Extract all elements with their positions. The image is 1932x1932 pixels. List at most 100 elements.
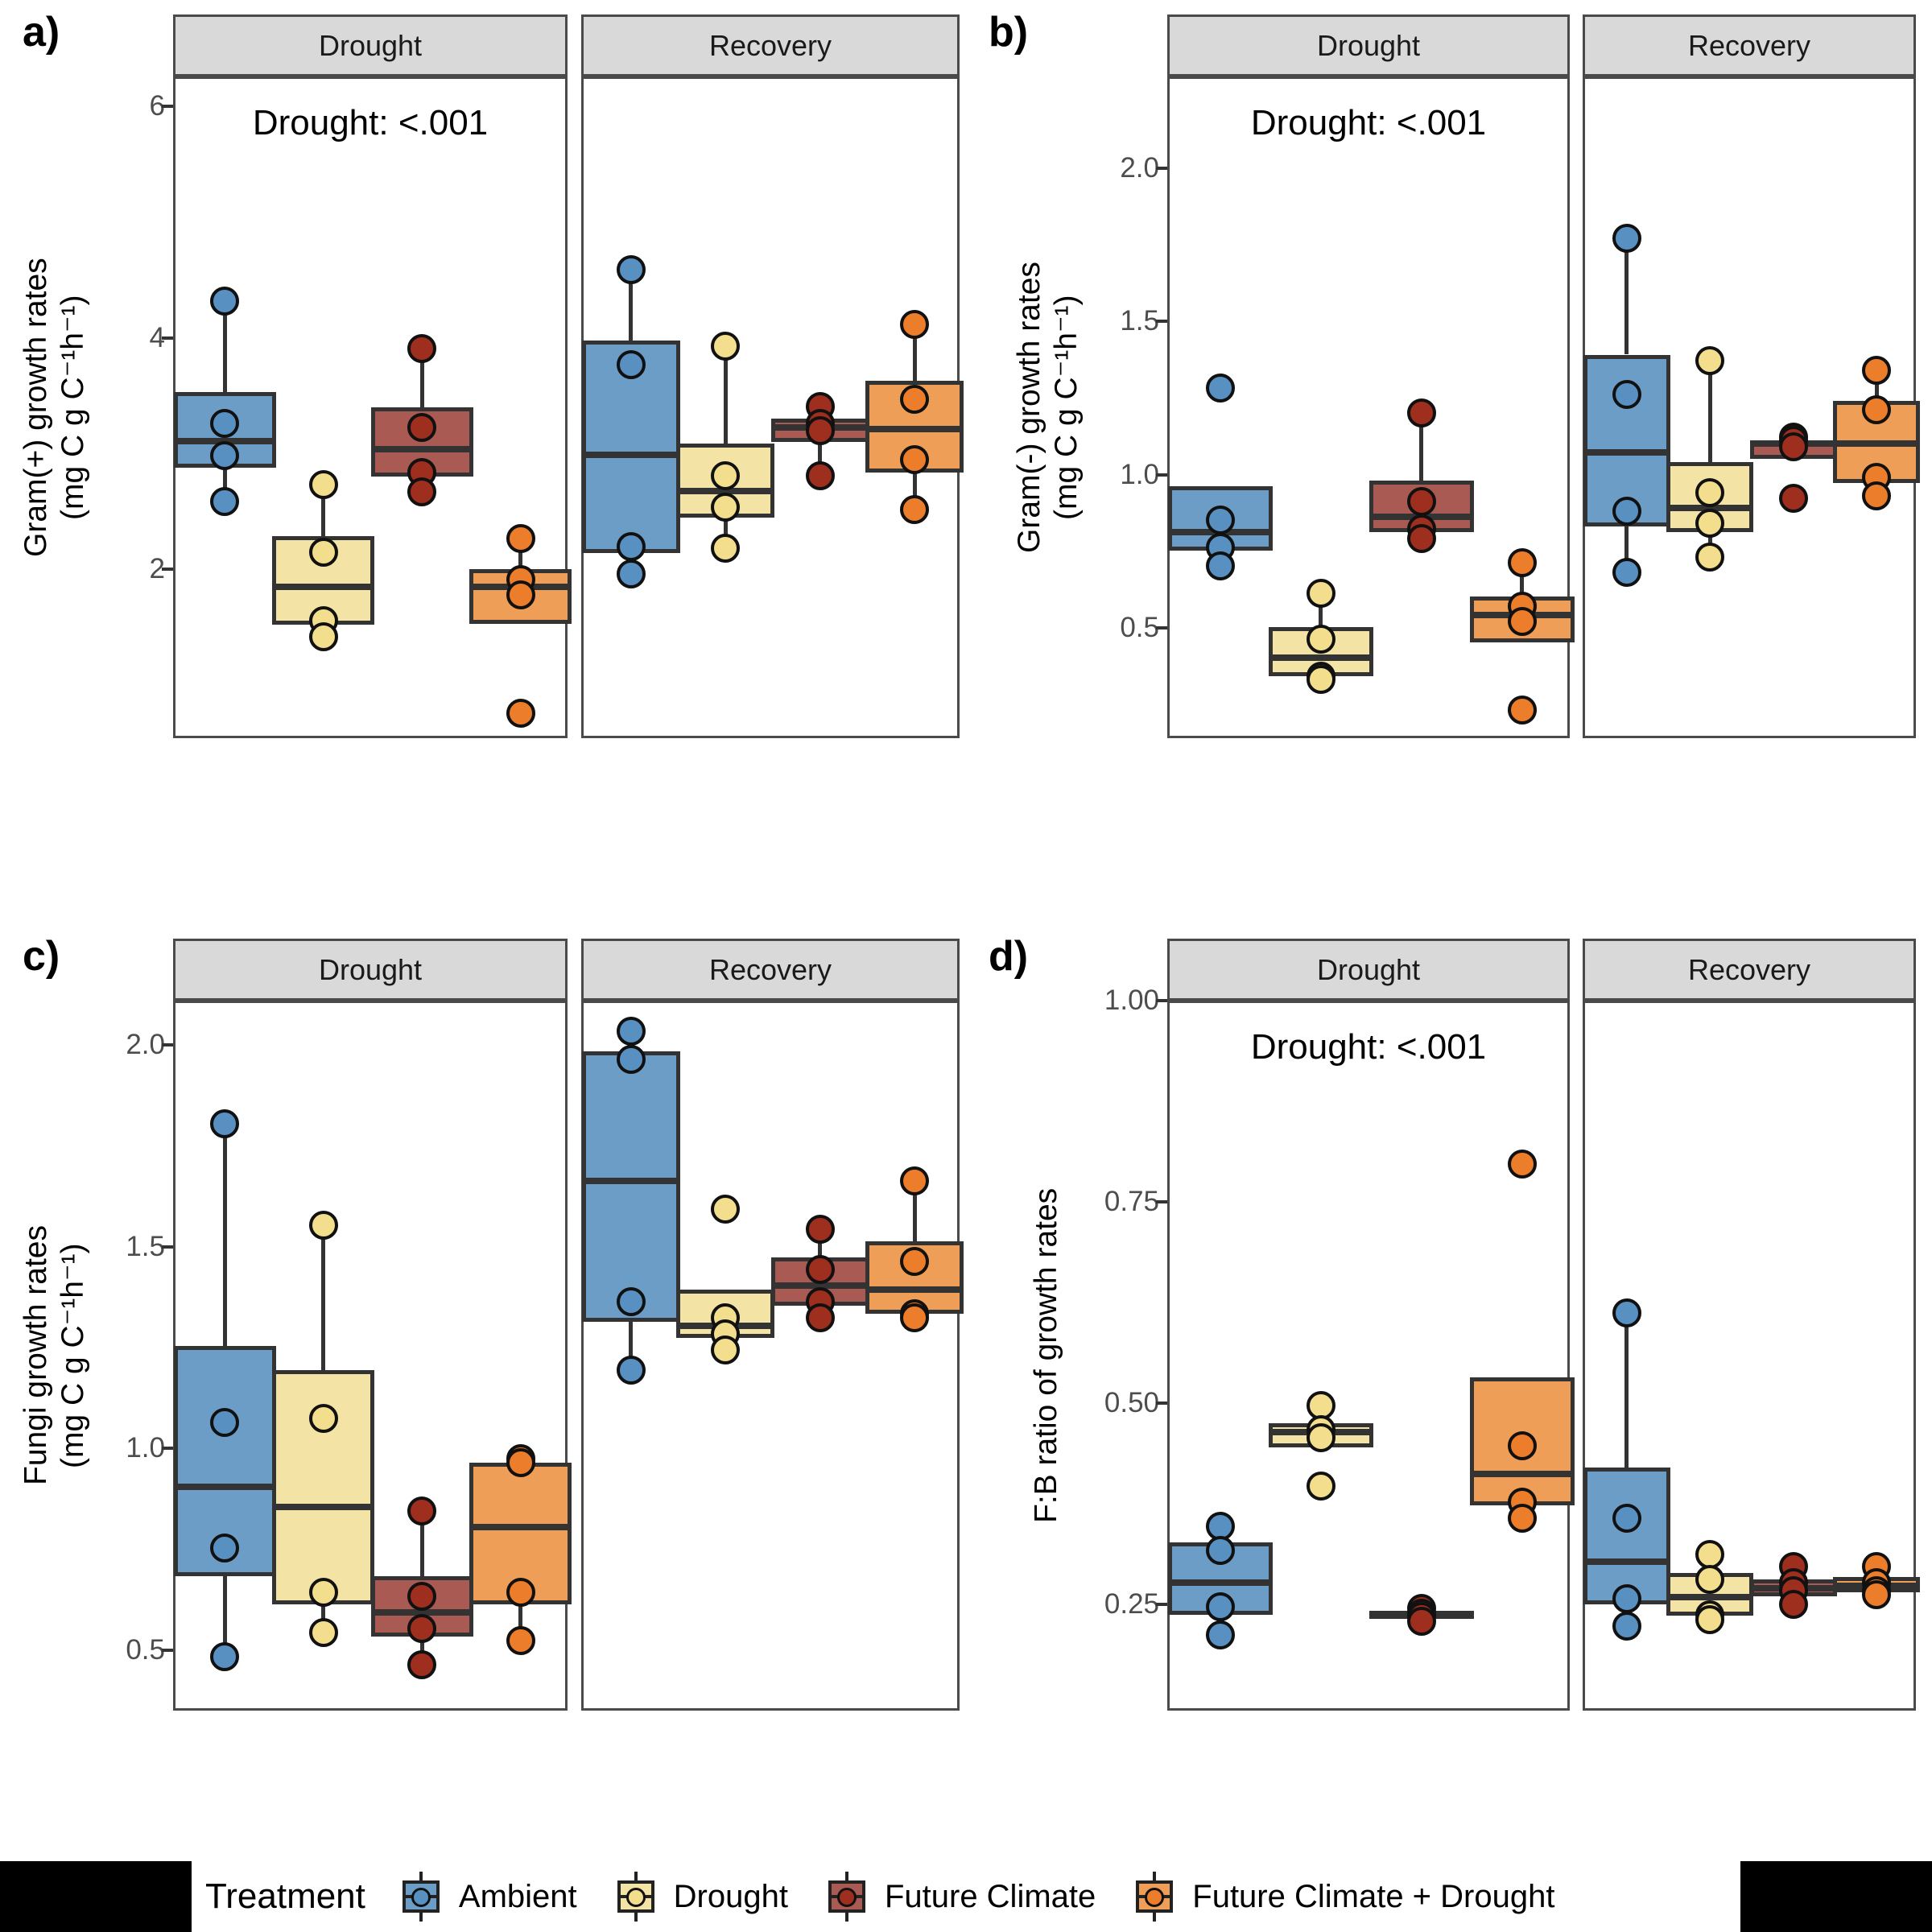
whisker-upper-ambient <box>1624 1313 1629 1468</box>
facet-panel-c-drought <box>173 1001 572 1711</box>
data-point-future-climate <box>1406 523 1436 553</box>
legend-content: Treatment Ambient Drought Future Climate Fu… <box>205 1861 1554 1932</box>
data-point-ambient <box>210 286 240 316</box>
y-tick-label-b-2.0: 2.0 <box>1120 152 1159 184</box>
data-point-drought <box>711 492 741 522</box>
y-axis-title-a: Gram(+) growth rates (mg C g C⁻¹h⁻¹) <box>14 76 95 738</box>
legend-item-label: Future Climate <box>884 1878 1096 1914</box>
data-point-drought <box>308 1210 338 1240</box>
data-point-future-climate-drought <box>506 698 535 728</box>
chart-c-fungi: c) Fungi growth rates (mg C g C⁻¹h⁻¹) 2.… <box>0 926 966 1932</box>
facet-strip-drought: Drought <box>173 939 568 1001</box>
y-tick-mark <box>162 1043 173 1047</box>
median-line <box>1583 449 1670 456</box>
whisker-upper-drought <box>321 485 326 536</box>
y-tick-label-d-0.50: 0.50 <box>1104 1387 1159 1418</box>
y-tick-label-c-1.0: 1.0 <box>126 1432 165 1464</box>
data-point-future-climate-drought <box>1862 355 1892 385</box>
y-axis-title-a-line1: Gram(+) growth rates <box>19 258 53 557</box>
data-point-ambient <box>1205 506 1235 535</box>
data-point-future-climate-drought <box>900 385 930 415</box>
facet-strip-label: Recovery <box>708 952 832 986</box>
y-tick-mark <box>162 105 173 109</box>
data-point-ambient <box>210 441 240 471</box>
legend-key-point <box>836 1888 857 1907</box>
facet-panel-a-drought: Drought: <.001 <box>173 76 572 738</box>
data-point-future-climate <box>407 1581 437 1611</box>
data-point-ambient <box>1612 379 1641 409</box>
median-line <box>370 445 473 452</box>
legend-item-future-climate: Future Climate <box>822 1870 1096 1923</box>
y-tick-mark <box>1156 320 1167 324</box>
legend-key-boxplot-icon <box>822 1870 872 1923</box>
data-point-future-climate-drought <box>506 1448 535 1478</box>
median-line <box>1666 504 1754 511</box>
data-point-future-climate <box>407 477 437 507</box>
y-axis-title-c-units: (mg C g C⁻¹h⁻¹) <box>56 1243 90 1468</box>
data-point-ambient <box>1205 1536 1235 1565</box>
data-point-future-climate <box>407 412 437 442</box>
y-axis-title-c-line1: Fungi growth rates <box>19 1225 53 1486</box>
y-tick-label-c-2.0: 2.0 <box>126 1029 165 1061</box>
data-point-ambient <box>1612 1584 1641 1613</box>
data-point-future-climate <box>1406 487 1436 517</box>
y-tick-mark <box>1156 1200 1167 1203</box>
data-point-future-climate-drought <box>1862 1580 1892 1609</box>
annotation-pvalue: Drought: <.001 <box>1250 103 1487 142</box>
y-axis-title-b-line1: Gram(-) growth rates <box>1012 262 1046 553</box>
y-axis-title-a-units: (mg C g C⁻¹h⁻¹) <box>56 295 90 520</box>
facet-strip-recovery: Recovery <box>581 14 960 76</box>
data-point-drought <box>308 621 338 651</box>
y-tick-label-c-1.5: 1.5 <box>126 1230 165 1262</box>
median-line <box>581 1177 680 1184</box>
data-point-future-climate <box>407 1613 437 1643</box>
y-tick-mark <box>1156 1402 1167 1405</box>
data-point-drought <box>711 460 741 490</box>
data-point-future-climate-drought <box>506 1625 535 1655</box>
data-point-future-climate-drought <box>1507 695 1537 724</box>
panel-label-b: b) <box>989 9 1029 56</box>
data-point-drought <box>1306 664 1335 694</box>
data-point-future-climate-drought <box>1507 1150 1537 1179</box>
legend-item-label: Future Climate + Drought <box>1192 1878 1555 1914</box>
y-tick-label-a-4: 4 <box>149 321 165 353</box>
y-tick-label-a-2: 2 <box>149 553 165 585</box>
whisker-upper-ambient <box>222 1124 227 1346</box>
data-point-ambient <box>1205 1592 1235 1621</box>
data-point-ambient <box>210 486 240 516</box>
legend-key-point <box>1145 1888 1165 1907</box>
data-point-future-climate <box>1778 484 1808 514</box>
legend-item-ambient: Ambient <box>396 1870 577 1923</box>
data-point-ambient <box>1205 1620 1235 1649</box>
data-point-ambient <box>616 1356 646 1385</box>
median-line <box>676 487 775 494</box>
y-tick-label-b-1.0: 1.0 <box>1120 458 1159 490</box>
data-point-future-climate <box>805 1302 835 1332</box>
annotation-pvalue: Drought: <.001 <box>252 103 489 142</box>
whisker-upper-ambient <box>1624 237 1629 355</box>
legend-key-point <box>411 1888 431 1907</box>
median-line <box>1583 1558 1670 1565</box>
facet-strip-label: Recovery <box>1687 952 1811 986</box>
data-point-ambient <box>616 255 646 285</box>
whisker-upper-future-climate-drought <box>912 324 917 382</box>
whisker-upper-future-climate <box>1419 412 1423 481</box>
whisker-lower-future-climate-drought <box>518 1604 523 1641</box>
data-point-future-climate <box>1406 1607 1436 1636</box>
facet-panel-b-recovery <box>1583 76 1921 738</box>
data-point-future-climate-drought <box>900 1246 930 1276</box>
legend-item-future-climate-drought: Future Climate + Drought <box>1129 1870 1554 1923</box>
facet-panel-b-drought: Drought: <.001 <box>1167 76 1575 738</box>
data-point-future-climate <box>1778 1590 1808 1619</box>
data-point-future-climate-drought <box>900 1302 930 1332</box>
data-point-ambient <box>616 531 646 561</box>
legend: Treatment Ambient Drought Future Climate Fu… <box>0 1861 1932 1932</box>
data-point-ambient <box>1205 374 1235 403</box>
whisker-upper-drought <box>1319 593 1323 628</box>
data-point-drought <box>1695 477 1725 507</box>
data-point-future-climate <box>805 415 835 445</box>
data-point-future-climate-drought <box>506 523 535 553</box>
legend-key-point <box>625 1888 646 1907</box>
whisker-upper-ambient <box>629 270 634 341</box>
median-line <box>770 1282 869 1289</box>
